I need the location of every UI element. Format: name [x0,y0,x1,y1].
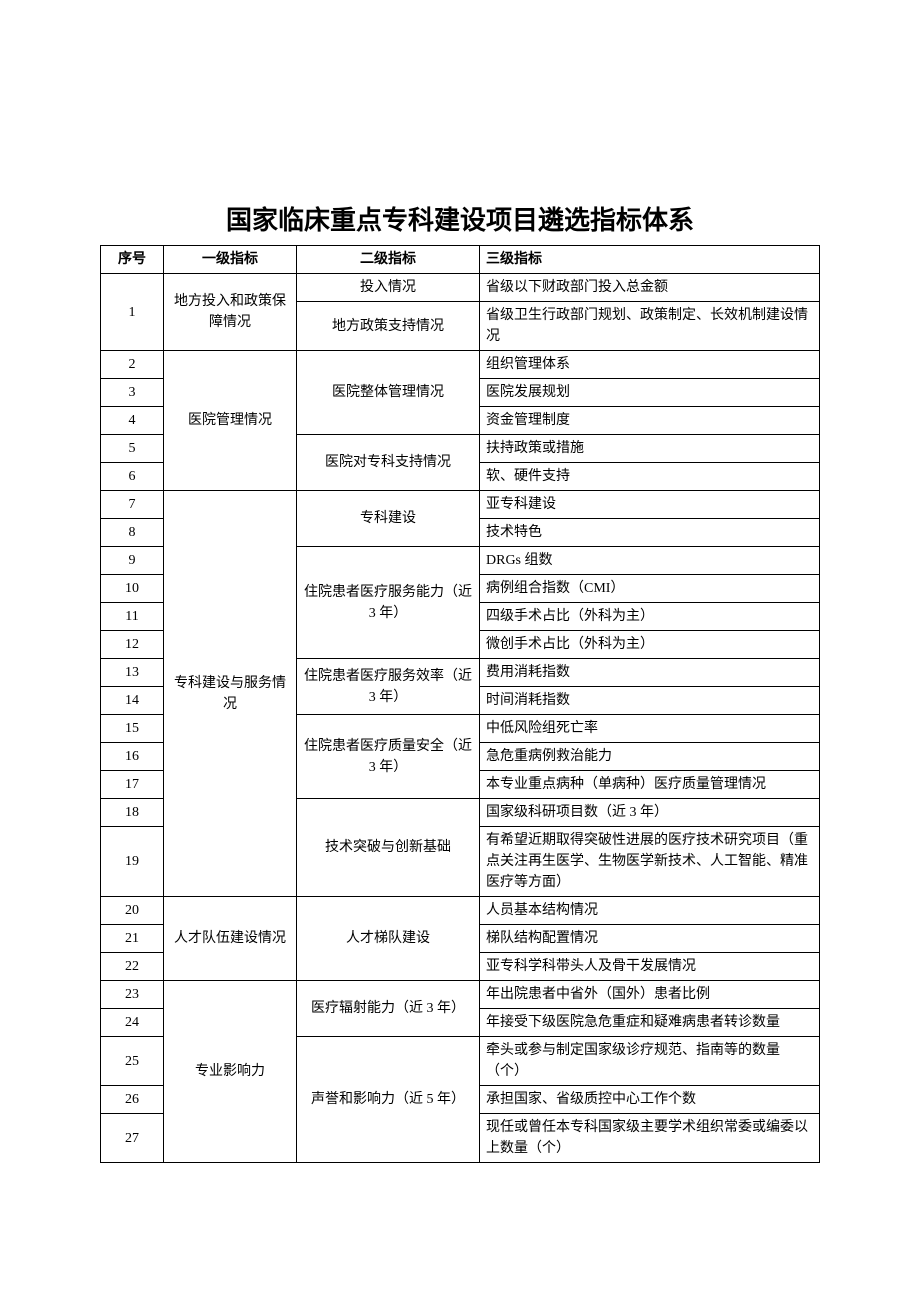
table-header: 序号 一级指标 二级指标 三级指标 [101,246,820,274]
level2-cell: 住院患者医疗服务效率（近 3 年） [297,659,480,715]
seq-cell: 9 [101,547,164,575]
seq-cell: 11 [101,603,164,631]
level2-cell: 地方政策支持情况 [297,302,480,351]
header-seq: 序号 [101,246,164,274]
seq-cell: 10 [101,575,164,603]
header-level1: 一级指标 [164,246,297,274]
seq-cell: 24 [101,1009,164,1037]
level3-cell: 年接受下级医院急危重症和疑难病患者转诊数量 [480,1009,820,1037]
table-row: 1地方投入和政策保障情况投入情况省级以下财政部门投入总金额 [101,274,820,302]
seq-cell: 4 [101,407,164,435]
level2-cell: 医院整体管理情况 [297,351,480,435]
seq-cell: 23 [101,981,164,1009]
table-row: 2医院管理情况医院整体管理情况组织管理体系 [101,351,820,379]
level1-cell: 人才队伍建设情况 [164,897,297,981]
level3-cell: 亚专科建设 [480,491,820,519]
seq-cell: 6 [101,463,164,491]
level3-cell: 时间消耗指数 [480,687,820,715]
level3-cell: 国家级科研项目数（近 3 年） [480,799,820,827]
header-level3: 三级指标 [480,246,820,274]
seq-cell: 16 [101,743,164,771]
level2-cell: 住院患者医疗服务能力（近 3 年） [297,547,480,659]
indicator-table: 序号 一级指标 二级指标 三级指标 1地方投入和政策保障情况投入情况省级以下财政… [100,245,820,1163]
level3-cell: 微创手术占比（外科为主） [480,631,820,659]
seq-cell: 15 [101,715,164,743]
seq-cell: 2 [101,351,164,379]
seq-cell: 14 [101,687,164,715]
level1-cell: 专科建设与服务情况 [164,491,297,897]
table-row: 23专业影响力医疗辐射能力（近 3 年）年出院患者中省外（国外）患者比例 [101,981,820,1009]
level3-cell: 中低风险组死亡率 [480,715,820,743]
seq-cell: 19 [101,827,164,897]
seq-cell: 1 [101,274,164,351]
level3-cell: 四级手术占比（外科为主） [480,603,820,631]
level2-cell: 住院患者医疗质量安全（近 3 年） [297,715,480,799]
level3-cell: 人员基本结构情况 [480,897,820,925]
level2-cell: 专科建设 [297,491,480,547]
seq-cell: 5 [101,435,164,463]
level1-cell: 专业影响力 [164,981,297,1163]
level3-cell: 资金管理制度 [480,407,820,435]
seq-cell: 25 [101,1037,164,1086]
level3-cell: 梯队结构配置情况 [480,925,820,953]
level1-cell: 地方投入和政策保障情况 [164,274,297,351]
level3-cell: 软、硬件支持 [480,463,820,491]
seq-cell: 7 [101,491,164,519]
level3-cell: 年出院患者中省外（国外）患者比例 [480,981,820,1009]
seq-cell: 27 [101,1114,164,1163]
level3-cell: 本专业重点病种（单病种）医疗质量管理情况 [480,771,820,799]
level3-cell: 亚专科学科带头人及骨干发展情况 [480,953,820,981]
level2-cell: 声誉和影响力（近 5 年） [297,1037,480,1163]
level2-cell: 投入情况 [297,274,480,302]
seq-cell: 26 [101,1086,164,1114]
seq-cell: 17 [101,771,164,799]
level2-cell: 技术突破与创新基础 [297,799,480,897]
table-body: 1地方投入和政策保障情况投入情况省级以下财政部门投入总金额地方政策支持情况省级卫… [101,274,820,1163]
level3-cell: 组织管理体系 [480,351,820,379]
level3-cell: 省级以下财政部门投入总金额 [480,274,820,302]
seq-cell: 20 [101,897,164,925]
level3-cell: 费用消耗指数 [480,659,820,687]
level3-cell: 病例组合指数（CMI） [480,575,820,603]
header-level2: 二级指标 [297,246,480,274]
seq-cell: 3 [101,379,164,407]
seq-cell: 13 [101,659,164,687]
level3-cell: 扶持政策或措施 [480,435,820,463]
level3-cell: 现任或曾任本专科国家级主要学术组织常委或编委以上数量（个） [480,1114,820,1163]
table-row: 20人才队伍建设情况人才梯队建设人员基本结构情况 [101,897,820,925]
seq-cell: 22 [101,953,164,981]
level3-cell: 承担国家、省级质控中心工作个数 [480,1086,820,1114]
seq-cell: 8 [101,519,164,547]
seq-cell: 21 [101,925,164,953]
level2-cell: 人才梯队建设 [297,897,480,981]
level3-cell: 牵头或参与制定国家级诊疗规范、指南等的数量（个） [480,1037,820,1086]
page-title: 国家临床重点专科建设项目遴选指标体系 [100,200,820,237]
document-page: 国家临床重点专科建设项目遴选指标体系 序号 一级指标 二级指标 三级指标 1地方… [0,0,920,1263]
level1-cell: 医院管理情况 [164,351,297,491]
table-header-row: 序号 一级指标 二级指标 三级指标 [101,246,820,274]
level3-cell: 有希望近期取得突破性进展的医疗技术研究项目（重点关注再生医学、生物医学新技术、人… [480,827,820,897]
level3-cell: 医院发展规划 [480,379,820,407]
level2-cell: 医院对专科支持情况 [297,435,480,491]
level3-cell: 急危重病例救治能力 [480,743,820,771]
level2-cell: 医疗辐射能力（近 3 年） [297,981,480,1037]
level3-cell: 省级卫生行政部门规划、政策制定、长效机制建设情况 [480,302,820,351]
seq-cell: 18 [101,799,164,827]
seq-cell: 12 [101,631,164,659]
table-row: 7专科建设与服务情况专科建设亚专科建设 [101,491,820,519]
level3-cell: DRGs 组数 [480,547,820,575]
level3-cell: 技术特色 [480,519,820,547]
